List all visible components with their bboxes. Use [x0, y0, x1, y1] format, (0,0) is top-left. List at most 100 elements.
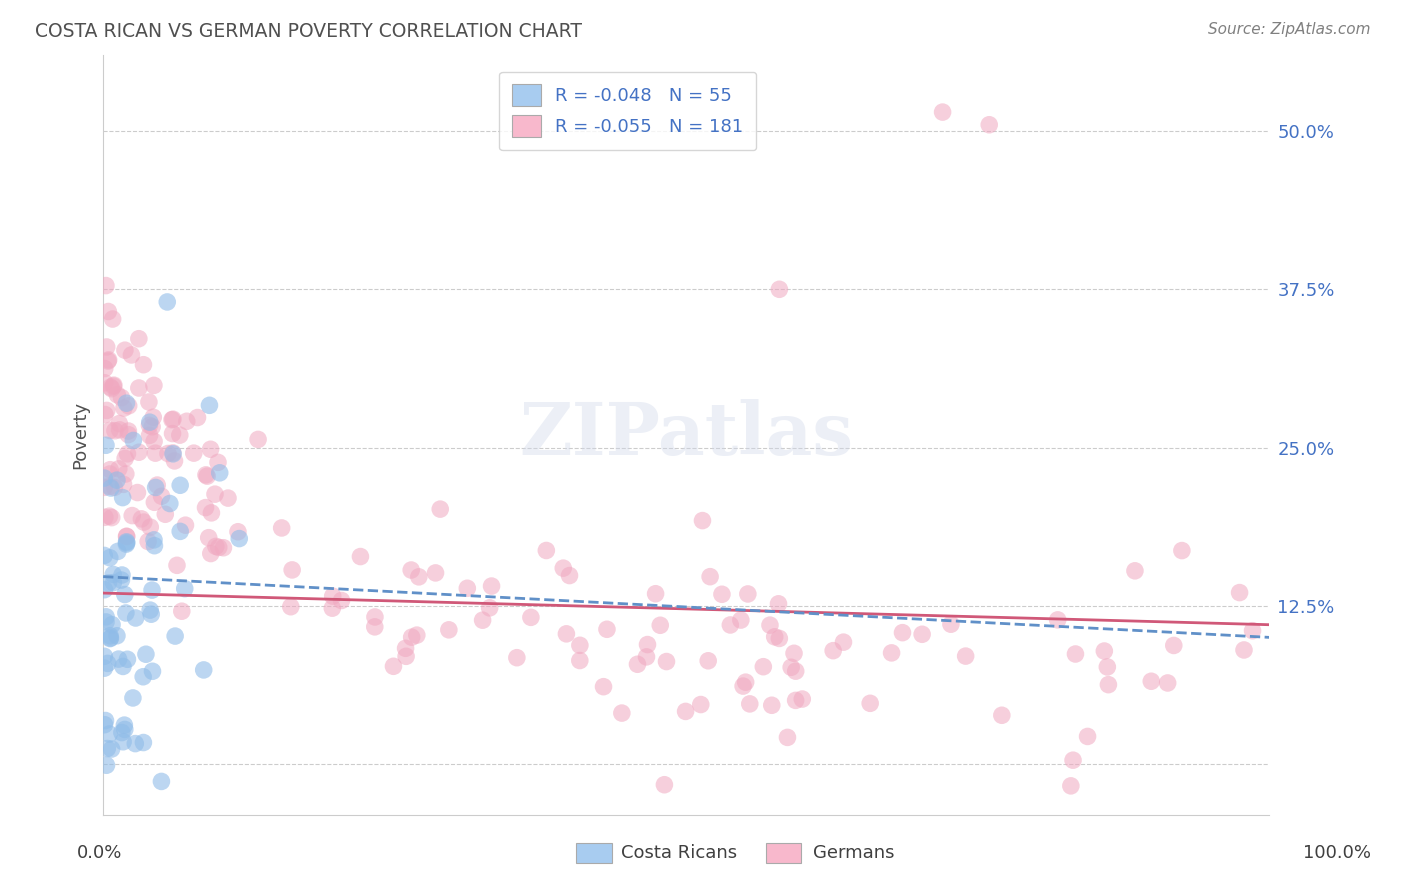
Point: [1171, 543, 1194, 558]
Point: [931, 105, 953, 120]
Point: [143, 434, 166, 449]
Point: [97, 354, 120, 368]
Point: [141, 607, 163, 622]
Point: [132, 735, 155, 749]
Point: [132, 670, 155, 684]
Point: [200, 547, 222, 561]
Point: [94, 438, 117, 452]
Point: [1064, 647, 1087, 661]
Point: [122, 690, 145, 705]
Point: [100, 742, 122, 756]
Point: [93, 582, 115, 597]
Point: [101, 617, 124, 632]
Point: [98, 463, 121, 477]
Point: [752, 659, 775, 673]
Point: [200, 442, 222, 457]
Point: [108, 423, 131, 437]
Point: [568, 638, 591, 652]
Point: [991, 708, 1014, 723]
Point: [401, 630, 423, 644]
Point: [100, 481, 122, 495]
Point: [142, 378, 165, 392]
Point: [204, 487, 226, 501]
Point: [141, 665, 163, 679]
Point: [610, 706, 633, 720]
Point: [112, 401, 135, 415]
Point: [170, 604, 193, 618]
Point: [207, 455, 229, 469]
Point: [156, 446, 179, 460]
Point: [592, 680, 614, 694]
Point: [139, 603, 162, 617]
Point: [195, 469, 218, 483]
Point: [115, 529, 138, 543]
Point: [650, 618, 672, 632]
Point: [364, 610, 387, 624]
Point: [1097, 678, 1119, 692]
Point: [112, 718, 135, 732]
Point: [150, 489, 173, 503]
Point: [330, 593, 353, 607]
Point: [162, 447, 184, 461]
Point: [759, 618, 782, 632]
Point: [114, 723, 136, 737]
Point: [115, 396, 138, 410]
Point: [105, 473, 128, 487]
Point: [768, 597, 790, 611]
Point: [349, 549, 371, 564]
Point: [118, 399, 141, 413]
Point: [110, 573, 132, 587]
Point: [1060, 779, 1083, 793]
Point: [697, 654, 720, 668]
Point: [117, 652, 139, 666]
Point: [955, 649, 977, 664]
Point: [117, 427, 139, 442]
Point: [128, 332, 150, 346]
Point: [456, 581, 478, 595]
Point: [197, 531, 219, 545]
Point: [97, 657, 120, 671]
Point: [169, 478, 191, 492]
Point: [150, 774, 173, 789]
Point: [110, 391, 132, 405]
Point: [141, 583, 163, 598]
Point: [1062, 753, 1084, 767]
Point: [114, 588, 136, 602]
Point: [174, 518, 197, 533]
Point: [536, 543, 558, 558]
Point: [96, 741, 118, 756]
Point: [596, 622, 619, 636]
Point: [98, 479, 121, 493]
Point: [128, 381, 150, 395]
Point: [98, 509, 121, 524]
Point: [103, 378, 125, 392]
Point: [156, 295, 179, 310]
Point: [94, 408, 117, 422]
Point: [737, 587, 759, 601]
Point: [1046, 613, 1069, 627]
Point: [780, 660, 803, 674]
Point: [408, 570, 430, 584]
Point: [131, 512, 153, 526]
Point: [103, 480, 125, 494]
Point: [481, 579, 503, 593]
Point: [520, 610, 543, 624]
Point: [145, 480, 167, 494]
Point: [568, 653, 591, 667]
Point: [382, 659, 405, 673]
Point: [107, 544, 129, 558]
Point: [1092, 644, 1115, 658]
Point: [128, 445, 150, 459]
Point: [768, 632, 790, 646]
Point: [1140, 674, 1163, 689]
Point: [322, 589, 344, 603]
Point: [939, 617, 962, 632]
Point: [394, 641, 416, 656]
Point: [97, 575, 120, 590]
Point: [103, 567, 125, 582]
Point: [143, 533, 166, 547]
Point: [98, 629, 121, 643]
Point: [117, 447, 139, 461]
Point: [98, 424, 121, 438]
Point: [127, 485, 149, 500]
